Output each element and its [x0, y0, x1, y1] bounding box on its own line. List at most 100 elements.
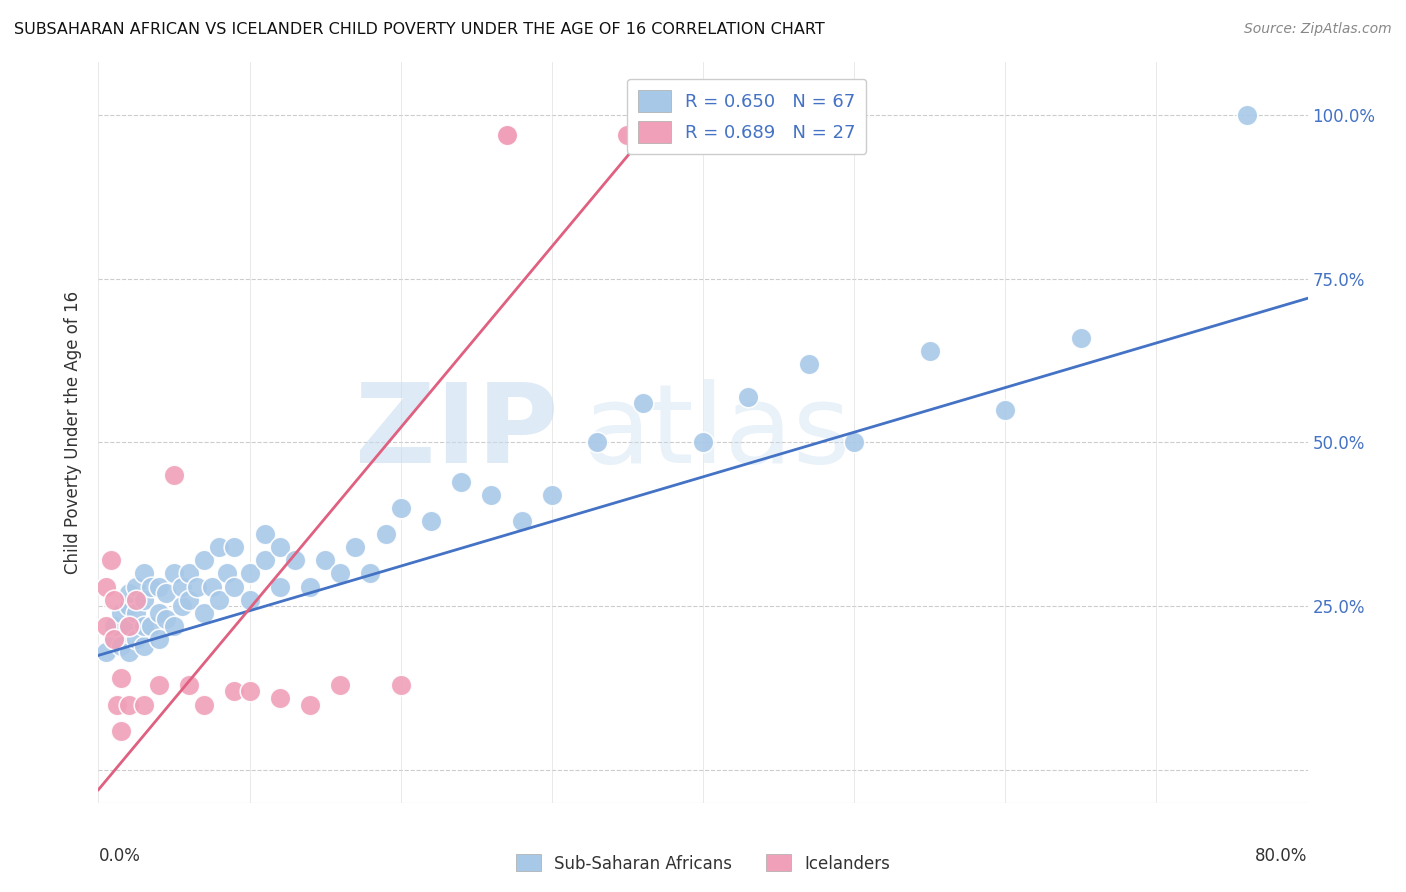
- Point: [616, 128, 638, 142]
- Text: 80.0%: 80.0%: [1256, 847, 1308, 865]
- Point: [103, 632, 125, 646]
- Point: [179, 678, 201, 692]
- Point: [163, 619, 186, 633]
- Point: [118, 586, 141, 600]
- Point: [329, 678, 352, 692]
- Text: 0.0%: 0.0%: [98, 847, 141, 865]
- Point: [132, 698, 155, 712]
- Point: [170, 599, 193, 614]
- Point: [1236, 108, 1258, 122]
- Point: [224, 541, 246, 555]
- Point: [118, 619, 141, 633]
- Point: [299, 580, 322, 594]
- Point: [284, 553, 307, 567]
- Point: [193, 606, 215, 620]
- Point: [510, 514, 533, 528]
- Point: [692, 435, 714, 450]
- Point: [299, 698, 322, 712]
- Point: [193, 553, 215, 567]
- Point: [224, 684, 246, 698]
- Point: [344, 541, 367, 555]
- Point: [314, 553, 336, 567]
- Text: ZIP: ZIP: [354, 379, 558, 486]
- Point: [94, 580, 117, 594]
- Point: [132, 639, 155, 653]
- Point: [186, 580, 208, 594]
- Point: [170, 580, 193, 594]
- Point: [616, 128, 638, 142]
- Point: [269, 690, 291, 705]
- Point: [586, 435, 609, 450]
- Point: [389, 500, 412, 515]
- Point: [239, 566, 262, 581]
- Point: [103, 619, 125, 633]
- Point: [94, 645, 117, 659]
- Point: [110, 606, 132, 620]
- Point: [647, 128, 669, 142]
- Point: [105, 698, 128, 712]
- Point: [103, 632, 125, 646]
- Point: [118, 599, 141, 614]
- Point: [737, 390, 759, 404]
- Point: [110, 671, 132, 685]
- Point: [179, 566, 201, 581]
- Point: [495, 128, 517, 142]
- Point: [141, 580, 163, 594]
- Point: [148, 580, 170, 594]
- Legend: Sub-Saharan Africans, Icelanders: Sub-Saharan Africans, Icelanders: [509, 847, 897, 880]
- Point: [148, 606, 170, 620]
- Point: [208, 541, 231, 555]
- Point: [994, 402, 1017, 417]
- Point: [132, 566, 155, 581]
- Point: [374, 527, 396, 541]
- Point: [631, 396, 654, 410]
- Point: [100, 553, 122, 567]
- Point: [179, 592, 201, 607]
- Y-axis label: Child Poverty Under the Age of 16: Child Poverty Under the Age of 16: [65, 291, 83, 574]
- Point: [481, 488, 503, 502]
- Point: [163, 566, 186, 581]
- Point: [155, 586, 177, 600]
- Point: [155, 612, 177, 626]
- Legend: R = 0.650   N = 67, R = 0.689   N = 27: R = 0.650 N = 67, R = 0.689 N = 27: [627, 78, 866, 153]
- Point: [797, 357, 820, 371]
- Point: [360, 566, 382, 581]
- Point: [844, 435, 866, 450]
- Point: [110, 639, 132, 653]
- Point: [389, 678, 412, 692]
- Point: [125, 580, 148, 594]
- Point: [239, 684, 262, 698]
- Point: [269, 580, 291, 594]
- Point: [132, 592, 155, 607]
- Point: [1070, 330, 1092, 344]
- Point: [495, 128, 517, 142]
- Point: [208, 592, 231, 607]
- Point: [239, 592, 262, 607]
- Point: [201, 580, 224, 594]
- Point: [193, 698, 215, 712]
- Point: [141, 619, 163, 633]
- Point: [163, 468, 186, 483]
- Point: [148, 678, 170, 692]
- Text: Source: ZipAtlas.com: Source: ZipAtlas.com: [1244, 22, 1392, 37]
- Point: [918, 343, 941, 358]
- Point: [110, 723, 132, 738]
- Point: [125, 592, 148, 607]
- Point: [450, 475, 472, 489]
- Point: [125, 632, 148, 646]
- Point: [224, 580, 246, 594]
- Text: atlas: atlas: [582, 379, 851, 486]
- Point: [540, 488, 562, 502]
- Point: [118, 645, 141, 659]
- Point: [118, 698, 141, 712]
- Point: [420, 514, 443, 528]
- Point: [132, 619, 155, 633]
- Point: [253, 553, 276, 567]
- Point: [269, 541, 291, 555]
- Point: [329, 566, 352, 581]
- Point: [253, 527, 276, 541]
- Point: [103, 592, 125, 607]
- Point: [215, 566, 238, 581]
- Point: [94, 619, 117, 633]
- Point: [148, 632, 170, 646]
